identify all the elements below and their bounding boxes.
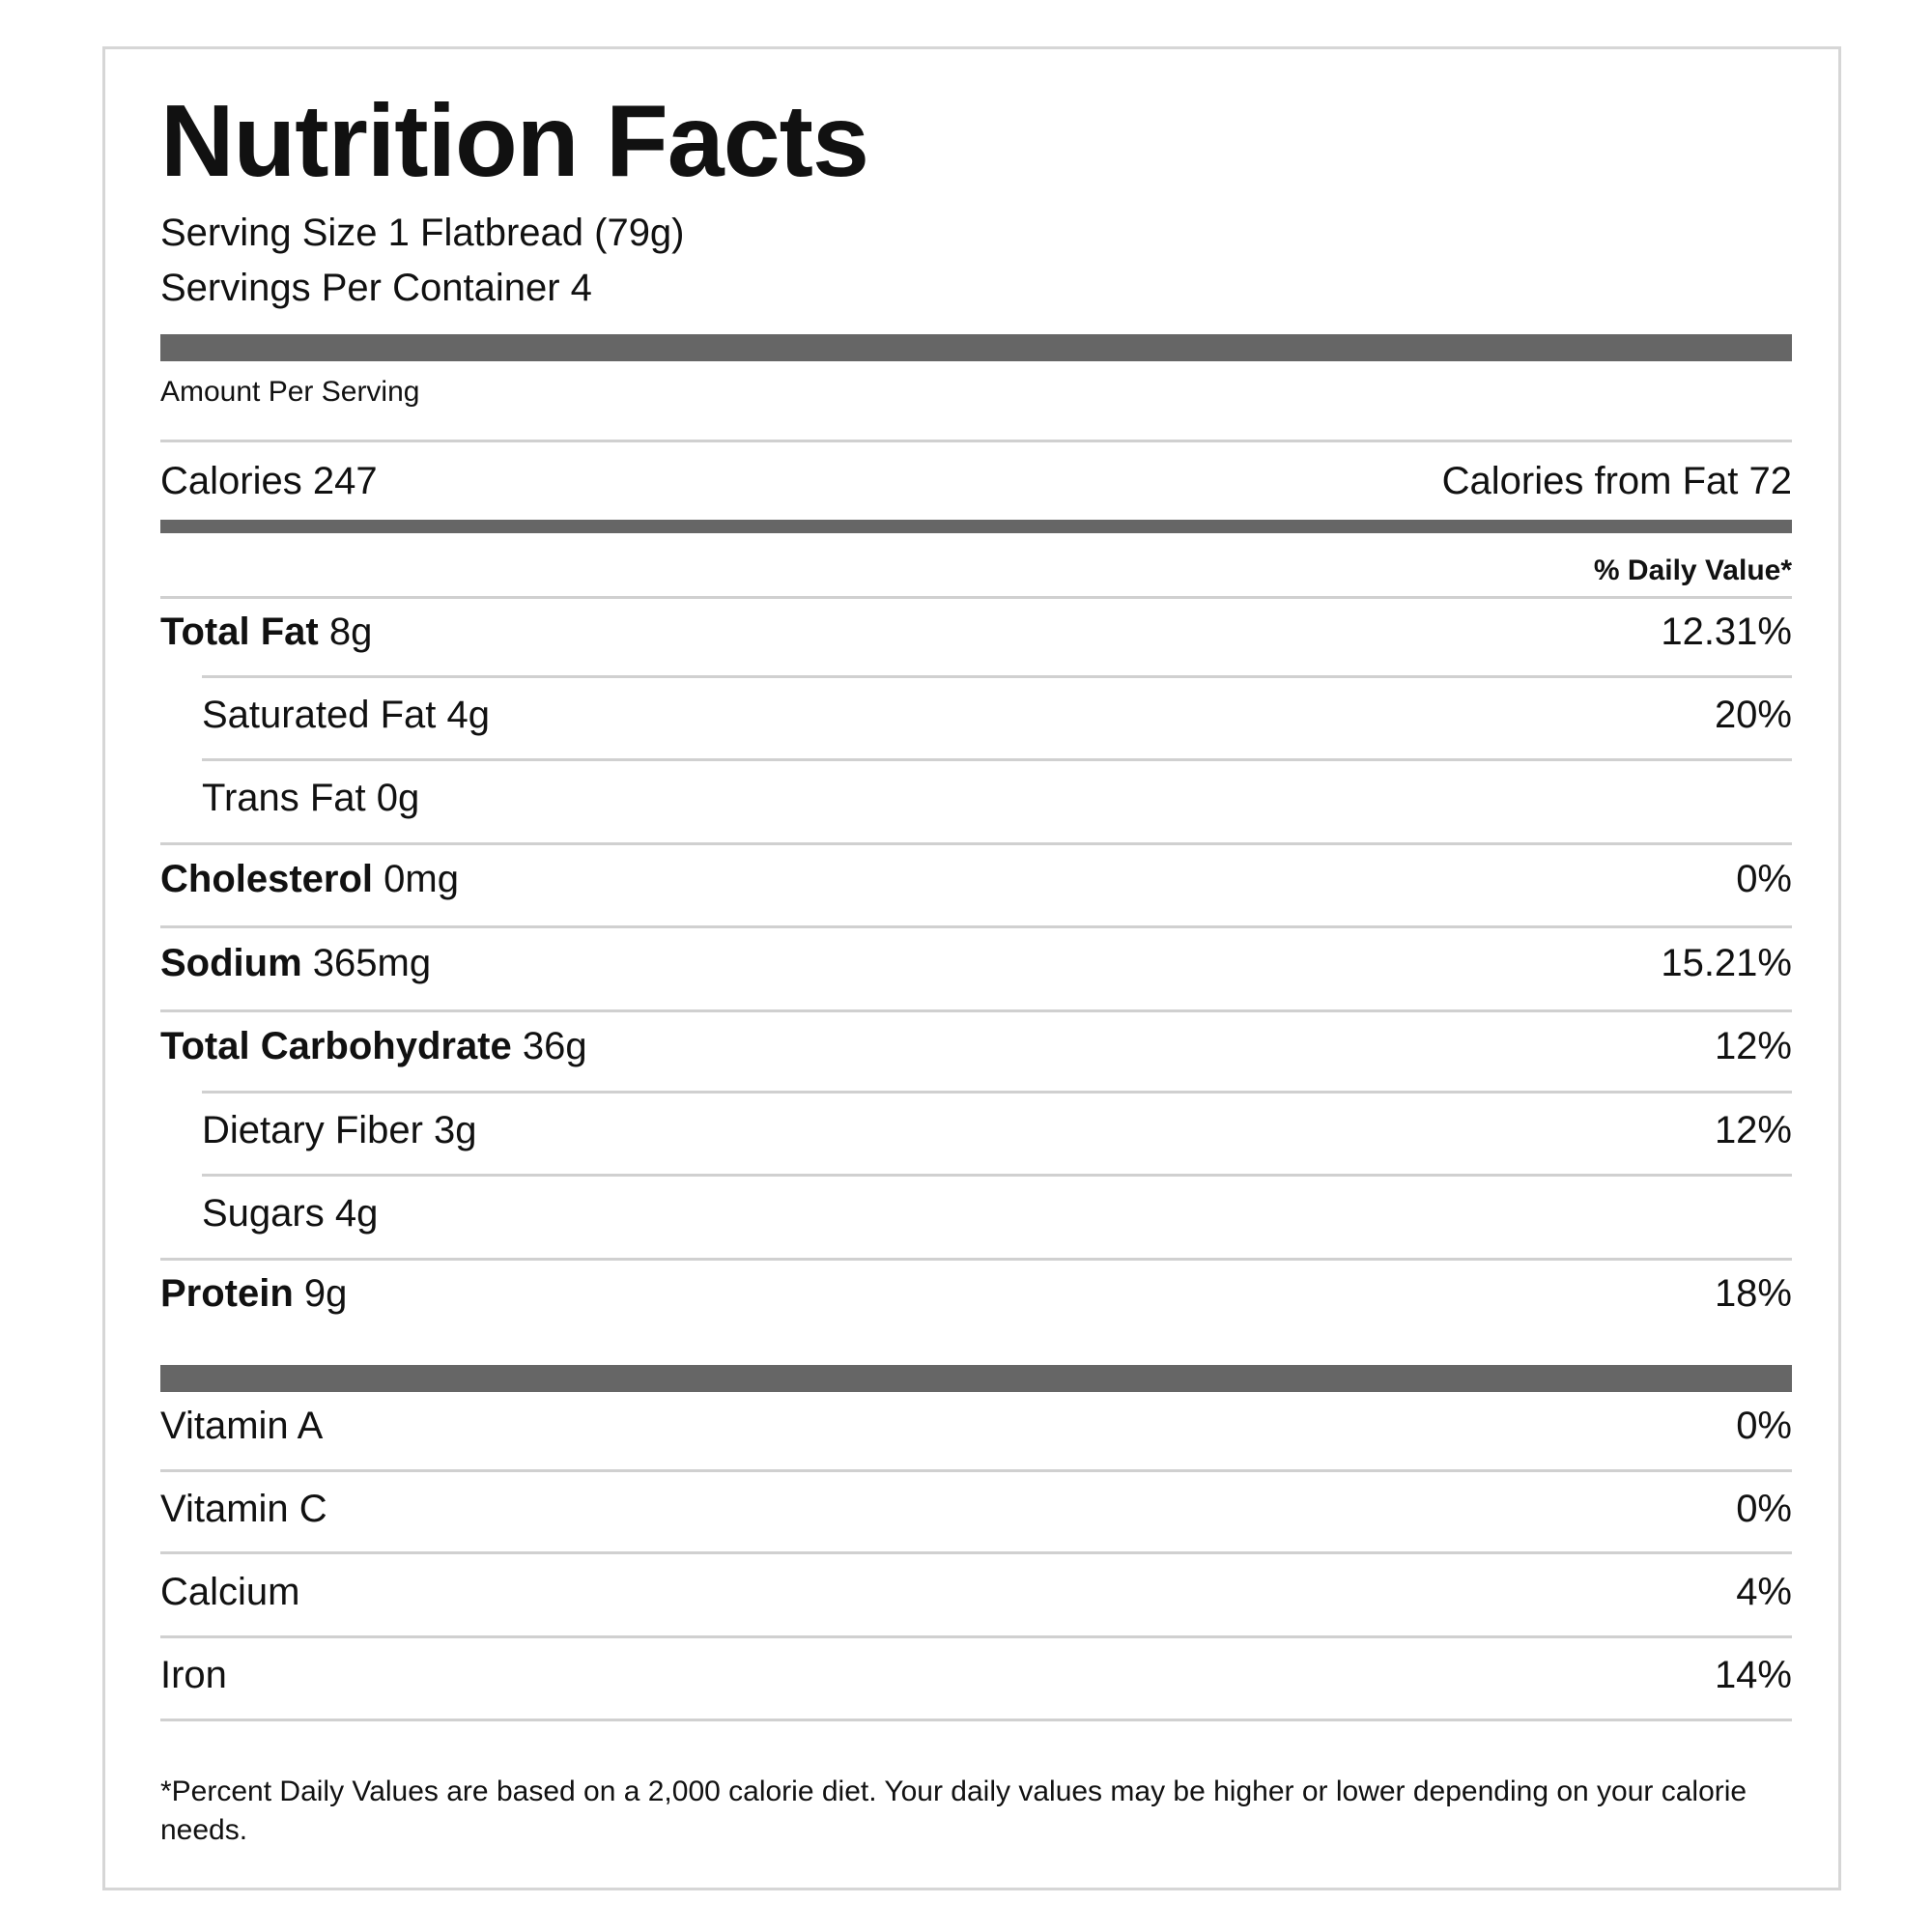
thick-divider <box>160 334 1792 361</box>
vitamin-percent: 0% <box>1736 1488 1792 1530</box>
vitamin-name: Vitamin C <box>160 1488 327 1530</box>
nutrient-name: Total Fat <box>160 611 319 653</box>
nutrient-amount: Dietary Fiber 3g <box>202 1109 477 1151</box>
vitamin-percent: 4% <box>1736 1571 1792 1613</box>
medium-divider <box>160 520 1792 533</box>
servings-per-container: Servings Per Container 4 <box>160 267 592 309</box>
nutrient-percent: 18% <box>1714 1272 1792 1315</box>
vitamin-name: Vitamin A <box>160 1405 324 1447</box>
daily-value-header: % Daily Value* <box>1593 554 1792 586</box>
vitamin-percent: 0% <box>1736 1405 1792 1447</box>
thick-divider <box>160 1365 1792 1392</box>
nutrient-name: Protein <box>160 1272 294 1315</box>
divider <box>160 1635 1792 1638</box>
nutrient-percent: 12% <box>1714 1109 1792 1151</box>
vitamin-name: Iron <box>160 1654 227 1696</box>
amount-per-serving: Amount Per Serving <box>160 376 420 408</box>
label-title: Nutrition Facts <box>160 84 869 198</box>
nutrition-label: Nutrition Facts Serving Size 1 Flatbread… <box>102 46 1841 1890</box>
nutrient-amount: Sugars 4g <box>202 1192 379 1235</box>
divider <box>160 925 1792 928</box>
divider <box>160 440 1792 442</box>
nutrient-name: Cholesterol <box>160 858 374 900</box>
nutrient-amount: Trans Fat 0g <box>202 777 420 819</box>
nutrient-percent: 12.31% <box>1661 611 1792 653</box>
divider <box>202 758 1792 761</box>
calories: Calories 247 <box>160 460 378 502</box>
vitamin-percent: 14% <box>1714 1654 1792 1696</box>
nutrient-percent: 15.21% <box>1661 942 1792 984</box>
vitamin-name: Calcium <box>160 1571 300 1613</box>
divider <box>202 1174 1792 1177</box>
serving-size: Serving Size 1 Flatbread (79g) <box>160 212 685 254</box>
nutrient-percent: 20% <box>1714 694 1792 736</box>
nutrient-amount: 9g <box>293 1272 348 1315</box>
nutrient-percent: 12% <box>1714 1025 1792 1067</box>
nutrient-name: Sodium <box>160 942 302 984</box>
divider <box>202 1091 1792 1094</box>
nutrient-percent: 0% <box>1736 858 1792 900</box>
divider <box>160 1719 1792 1721</box>
calories-from-fat: Calories from Fat 72 <box>1441 460 1792 502</box>
divider <box>160 1551 1792 1554</box>
nutrient-amount: 0mg <box>373 858 459 900</box>
nutrient-name: Total Carbohydrate <box>160 1025 512 1067</box>
nutrient-amount: Saturated Fat 4g <box>202 694 490 736</box>
divider <box>160 596 1792 599</box>
divider <box>202 675 1792 678</box>
nutrient-amount: 365mg <box>301 942 432 984</box>
nutrient-amount: 36g <box>511 1025 587 1067</box>
daily-value-footnote: *Percent Daily Values are based on a 2,0… <box>160 1776 1747 1846</box>
divider <box>160 1009 1792 1012</box>
divider <box>160 1258 1792 1261</box>
divider <box>160 1469 1792 1472</box>
nutrient-amount: 8g <box>318 611 373 653</box>
divider <box>160 842 1792 845</box>
